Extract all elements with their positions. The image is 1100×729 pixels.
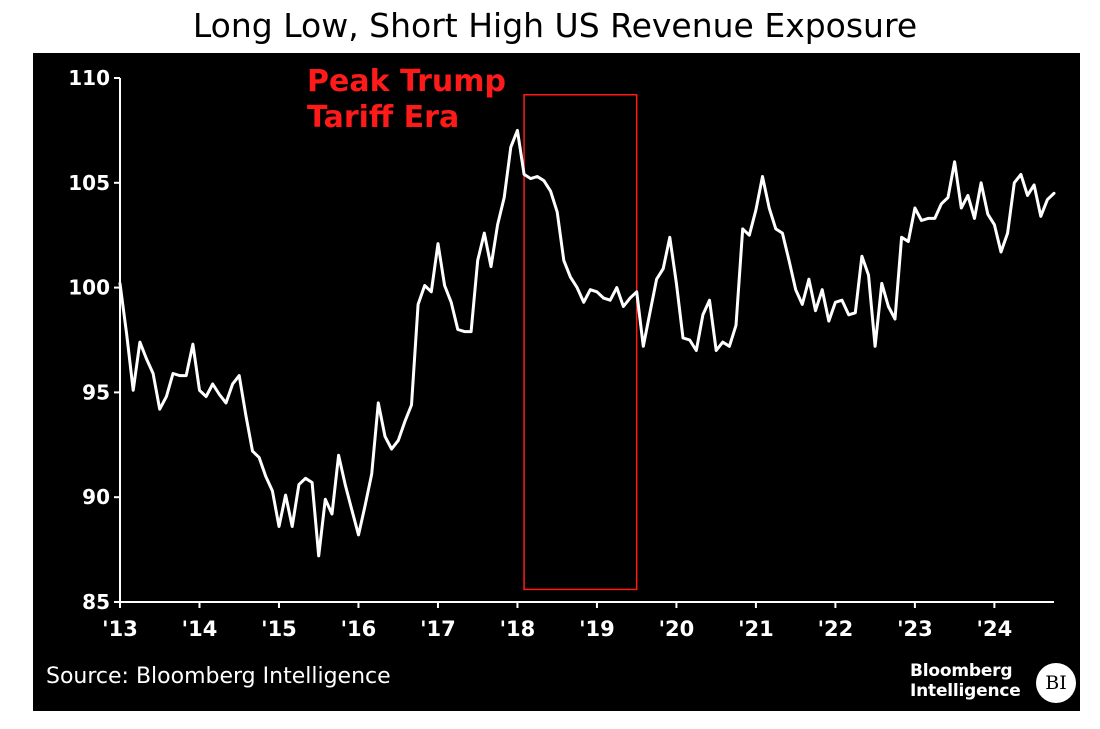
y-tick-label: 95: [82, 380, 110, 404]
x-tick-label: '14: [182, 617, 218, 641]
brand-line-2: Intelligence: [910, 681, 1021, 701]
brand-line-1: Bloomberg: [910, 661, 1013, 681]
x-tick-label: '15: [261, 617, 297, 641]
chart-panel: 85 90 95 100 105 110 '13 '14 '15 '16 '17 '18 '19 '20 '…: [33, 53, 1080, 711]
annotation-box: [523, 94, 638, 591]
y-tick-label: 100: [68, 276, 110, 300]
y-tick-label: 110: [68, 66, 110, 90]
y-tick-label: 90: [82, 485, 110, 509]
annotation-text-line: Tariff Era: [307, 100, 459, 135]
x-tick-label: '23: [897, 617, 933, 641]
chart-title: Long Low, Short High US Revenue Exposure: [192, 6, 918, 45]
source-note: Source: Bloomberg Intelligence: [46, 664, 391, 689]
bi-logo-icon: BI: [1036, 663, 1076, 703]
series-line: [118, 128, 1056, 558]
x-tick-label: '13: [102, 617, 138, 641]
brand-logo-text: Bloomberg Intelligence: [910, 661, 1021, 701]
x-tick-label: '21: [738, 617, 774, 641]
x-tick-label: '20: [659, 617, 695, 641]
annotation-text-line: Peak Trump: [307, 64, 506, 99]
x-tick-label: '19: [579, 617, 615, 641]
x-tick-label: '16: [341, 617, 377, 641]
x-tick-label: '17: [420, 617, 456, 641]
x-tick-label: '24: [977, 617, 1013, 641]
line-chart: 85 90 95 100 105 110 '13 '14 '15 '16 '17 '18 '19 '20 '…: [68, 64, 1056, 641]
y-tick-label: 105: [68, 171, 110, 195]
x-tick-label: '18: [500, 617, 536, 641]
x-tick-label: '22: [818, 617, 854, 641]
y-tick-label: 85: [82, 590, 110, 614]
